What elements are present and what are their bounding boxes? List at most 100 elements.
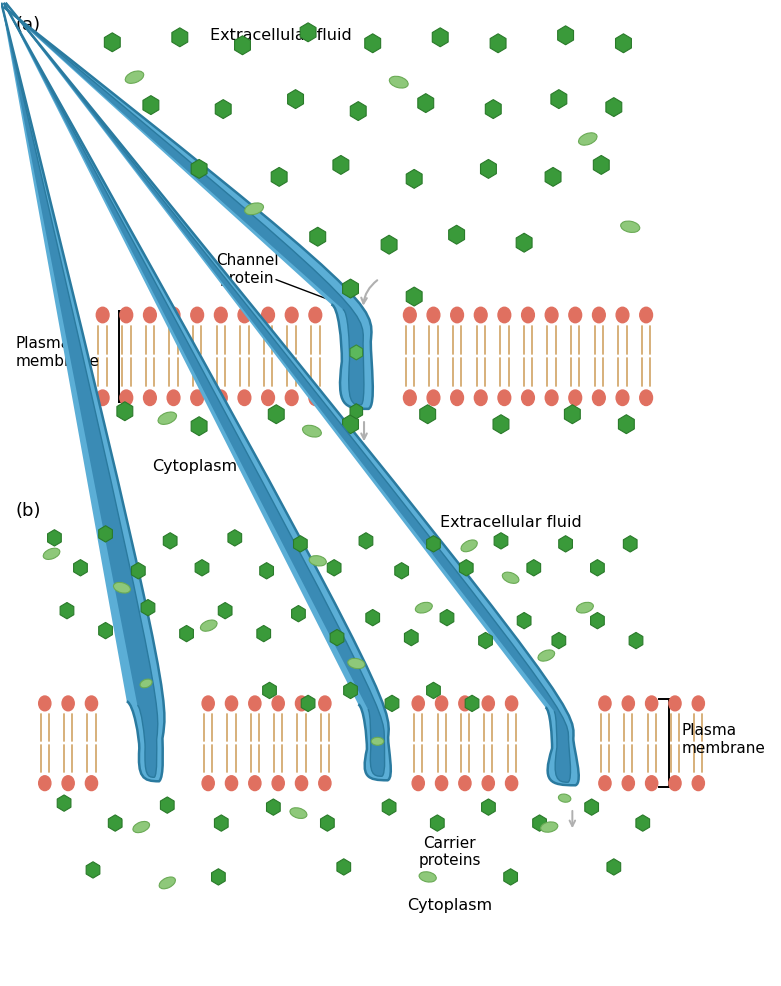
- Text: Extracellular fluid: Extracellular fluid: [440, 515, 582, 529]
- Ellipse shape: [593, 390, 605, 406]
- Polygon shape: [406, 171, 422, 189]
- Ellipse shape: [390, 77, 408, 89]
- Polygon shape: [57, 795, 71, 811]
- Ellipse shape: [285, 308, 298, 323]
- Ellipse shape: [96, 308, 109, 323]
- Polygon shape: [623, 536, 637, 552]
- Ellipse shape: [558, 795, 571, 803]
- Ellipse shape: [167, 308, 180, 323]
- Polygon shape: [301, 695, 315, 712]
- PathPatch shape: [127, 702, 166, 782]
- Ellipse shape: [458, 776, 471, 791]
- Text: Plasma
membrane: Plasma membrane: [681, 723, 765, 754]
- Ellipse shape: [482, 696, 494, 711]
- Polygon shape: [533, 815, 547, 831]
- Ellipse shape: [215, 308, 227, 323]
- Ellipse shape: [451, 390, 463, 406]
- Ellipse shape: [85, 776, 98, 791]
- Ellipse shape: [622, 696, 634, 711]
- Ellipse shape: [290, 808, 307, 818]
- Polygon shape: [606, 99, 622, 117]
- Polygon shape: [565, 405, 580, 424]
- Polygon shape: [327, 560, 341, 577]
- Polygon shape: [294, 536, 307, 552]
- Polygon shape: [426, 536, 440, 552]
- Ellipse shape: [599, 696, 611, 711]
- Polygon shape: [117, 402, 133, 421]
- Polygon shape: [330, 630, 344, 646]
- Polygon shape: [465, 695, 479, 712]
- Polygon shape: [459, 560, 473, 577]
- Text: Extracellular fluid: Extracellular fluid: [210, 29, 352, 43]
- Ellipse shape: [249, 696, 261, 711]
- Ellipse shape: [412, 776, 424, 791]
- Polygon shape: [490, 35, 506, 53]
- Ellipse shape: [62, 776, 74, 791]
- Ellipse shape: [348, 659, 365, 669]
- Ellipse shape: [498, 390, 511, 406]
- Text: Channel
protein: Channel protein: [216, 253, 279, 286]
- Ellipse shape: [622, 776, 634, 791]
- Polygon shape: [262, 682, 276, 699]
- Ellipse shape: [295, 696, 308, 711]
- Polygon shape: [485, 101, 501, 119]
- Polygon shape: [310, 228, 326, 246]
- Polygon shape: [48, 530, 61, 546]
- Ellipse shape: [412, 696, 424, 711]
- Ellipse shape: [505, 696, 518, 711]
- Ellipse shape: [640, 390, 652, 406]
- Polygon shape: [430, 815, 444, 831]
- Ellipse shape: [415, 602, 433, 613]
- Ellipse shape: [262, 390, 274, 406]
- Polygon shape: [160, 797, 174, 813]
- Polygon shape: [479, 633, 492, 649]
- Ellipse shape: [85, 696, 98, 711]
- Ellipse shape: [244, 204, 263, 216]
- Ellipse shape: [427, 390, 440, 406]
- Ellipse shape: [522, 390, 534, 406]
- Ellipse shape: [692, 696, 704, 711]
- Polygon shape: [351, 103, 366, 121]
- Polygon shape: [98, 623, 112, 639]
- Polygon shape: [191, 161, 207, 179]
- Polygon shape: [172, 29, 187, 47]
- Polygon shape: [590, 560, 604, 577]
- Ellipse shape: [646, 696, 658, 711]
- Polygon shape: [406, 288, 422, 307]
- PathPatch shape: [331, 305, 373, 409]
- Text: Cytoplasm: Cytoplasm: [152, 458, 237, 473]
- Ellipse shape: [202, 776, 214, 791]
- Polygon shape: [405, 630, 418, 646]
- Ellipse shape: [226, 776, 237, 791]
- Ellipse shape: [545, 390, 558, 406]
- Polygon shape: [73, 560, 87, 577]
- Polygon shape: [493, 415, 509, 434]
- Polygon shape: [212, 869, 225, 885]
- Polygon shape: [141, 599, 155, 616]
- Polygon shape: [381, 236, 397, 255]
- Ellipse shape: [474, 308, 487, 323]
- Polygon shape: [504, 869, 518, 885]
- Ellipse shape: [371, 738, 383, 745]
- PathPatch shape: [545, 708, 579, 786]
- Ellipse shape: [226, 696, 237, 711]
- Polygon shape: [215, 815, 228, 831]
- Polygon shape: [607, 859, 621, 876]
- Ellipse shape: [669, 776, 681, 791]
- Polygon shape: [615, 35, 631, 53]
- Ellipse shape: [569, 390, 582, 406]
- Ellipse shape: [616, 308, 629, 323]
- Polygon shape: [448, 226, 465, 245]
- Polygon shape: [594, 157, 609, 176]
- Polygon shape: [558, 27, 573, 45]
- PathPatch shape: [343, 310, 365, 405]
- Ellipse shape: [215, 390, 227, 406]
- Polygon shape: [191, 417, 207, 436]
- Ellipse shape: [576, 602, 594, 613]
- Ellipse shape: [692, 776, 704, 791]
- Ellipse shape: [404, 390, 416, 406]
- Ellipse shape: [158, 412, 177, 425]
- Polygon shape: [350, 404, 362, 419]
- Ellipse shape: [272, 696, 284, 711]
- Polygon shape: [619, 415, 634, 434]
